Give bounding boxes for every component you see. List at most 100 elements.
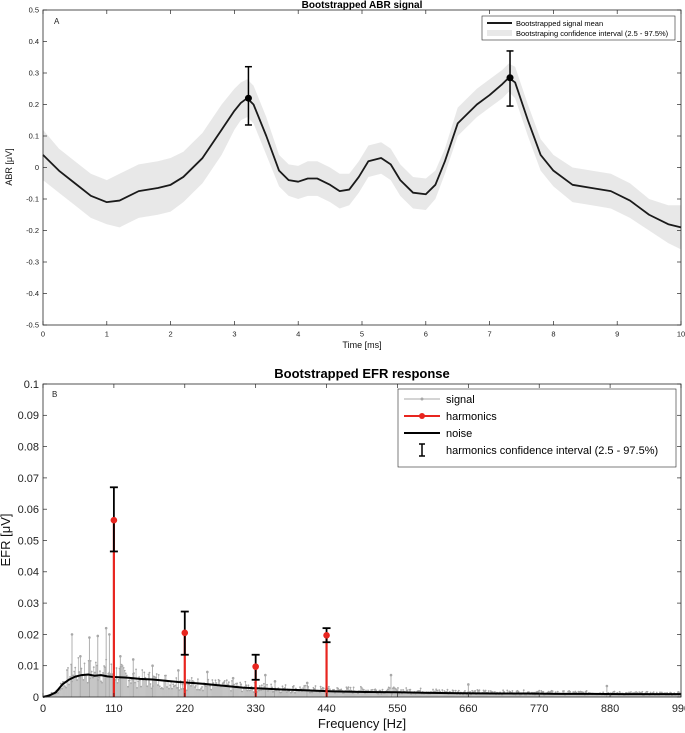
signal-point [94, 661, 97, 664]
signal-point [104, 666, 107, 669]
signal-point [260, 684, 263, 687]
signal-point [225, 679, 228, 682]
y-tick-label: 0.03 [18, 598, 39, 610]
signal-point [77, 656, 80, 659]
signal-point [226, 683, 229, 686]
signal-point [185, 689, 188, 692]
x-tick-label: 10 [677, 330, 685, 339]
signal-point [454, 689, 457, 692]
signal-point [147, 673, 150, 676]
signal-point [149, 683, 152, 685]
signal-peak-point [389, 673, 393, 677]
panel-b-legend-box [397, 388, 677, 468]
signal-point [247, 684, 250, 687]
signal-point [154, 676, 157, 679]
noise-line [42, 673, 681, 698]
signal-point [69, 675, 71, 678]
y-tick-label: 0 [33, 692, 39, 704]
x-tick-label: 6 [424, 330, 428, 339]
signal-point [375, 689, 378, 692]
signal-point [406, 689, 409, 692]
y-tick-label: 0.01 [18, 661, 39, 673]
signal-point [503, 690, 506, 693]
signal-point [181, 683, 184, 686]
signal-point [207, 678, 210, 681]
y-tick-label: 0.06 [18, 504, 39, 516]
signal-point [161, 687, 164, 690]
signal-point [74, 666, 77, 669]
signal-point [122, 666, 125, 669]
panel-a-x-ticks: 0 1 2 3 4 5 6 7 8 9 10 [41, 10, 685, 339]
y-tick-label: 0.2 [29, 100, 39, 109]
signal-point [93, 671, 96, 674]
signal-point [478, 689, 481, 692]
signal-point [230, 689, 232, 692]
signal-point [131, 678, 133, 681]
signal-point [231, 679, 233, 682]
signal-point [377, 692, 380, 695]
signal-point [100, 680, 102, 683]
signal-point [464, 689, 466, 692]
signal-point [299, 686, 301, 689]
signal-point [320, 688, 323, 690]
signal-point [210, 688, 213, 691]
signal-point [137, 680, 140, 683]
signal-point [82, 679, 85, 681]
signal-point [563, 690, 565, 692]
signal-point [157, 673, 160, 676]
y-tick-label: 0.4 [29, 37, 39, 46]
signal-peak-point [79, 655, 82, 658]
signal-point [446, 688, 449, 691]
panel-a-legend: Bootstrapped signal mean Bootstraping co… [481, 15, 676, 41]
panel-a-x-axis-label: Time [ms] [342, 340, 381, 350]
signal-point [130, 682, 132, 685]
signal-point [367, 689, 369, 692]
signal-point [180, 688, 183, 690]
panel-b-noise-line [42, 673, 681, 698]
x-tick-label: 4 [296, 330, 300, 339]
signal-peak-point [605, 684, 609, 688]
signal-point [165, 674, 167, 677]
signal-point [126, 685, 129, 688]
peak-marker [506, 74, 514, 82]
signal-point [641, 690, 644, 693]
x-tick-label: 9 [615, 330, 619, 339]
harmonic-marker [110, 516, 118, 524]
signal-point [249, 689, 252, 692]
signal-point [554, 691, 557, 694]
signal-point [70, 663, 72, 666]
x-tick-label: 990 [672, 703, 685, 715]
signal-point [394, 688, 397, 690]
panel-a-mean-line [42, 76, 682, 229]
signal-point [190, 677, 193, 679]
signal-point [636, 691, 639, 694]
x-tick-label: 330 [246, 703, 264, 715]
signal-peak-point [467, 683, 470, 686]
signal-point [618, 690, 621, 693]
signal-point [214, 679, 217, 682]
y-tick-label: 0.5 [29, 6, 39, 15]
mean-signal-line [42, 76, 682, 229]
signal-point [267, 690, 269, 692]
signal-point [68, 683, 70, 686]
signal-point [304, 684, 307, 687]
signal-point [661, 691, 663, 694]
y-tick-label: 0.07 [18, 473, 39, 485]
legend-harmonics-label: harmonics [446, 411, 497, 423]
signal-point [371, 688, 374, 691]
signal-point [538, 689, 541, 692]
y-tick-label: -0.5 [26, 321, 39, 330]
signal-point [109, 673, 112, 675]
signal-point [95, 664, 98, 667]
x-tick-label: 880 [601, 703, 619, 715]
panel-b-label: B [52, 390, 57, 399]
panel-b-signal-stems [43, 626, 682, 698]
signal-peak-point [131, 658, 135, 661]
signal-point [281, 685, 284, 688]
signal-point [169, 684, 171, 687]
y-tick-label: 0.05 [18, 535, 39, 547]
signal-point [166, 686, 168, 688]
signal-point [474, 689, 477, 692]
signal-point [290, 691, 293, 693]
signal-point [435, 688, 438, 691]
